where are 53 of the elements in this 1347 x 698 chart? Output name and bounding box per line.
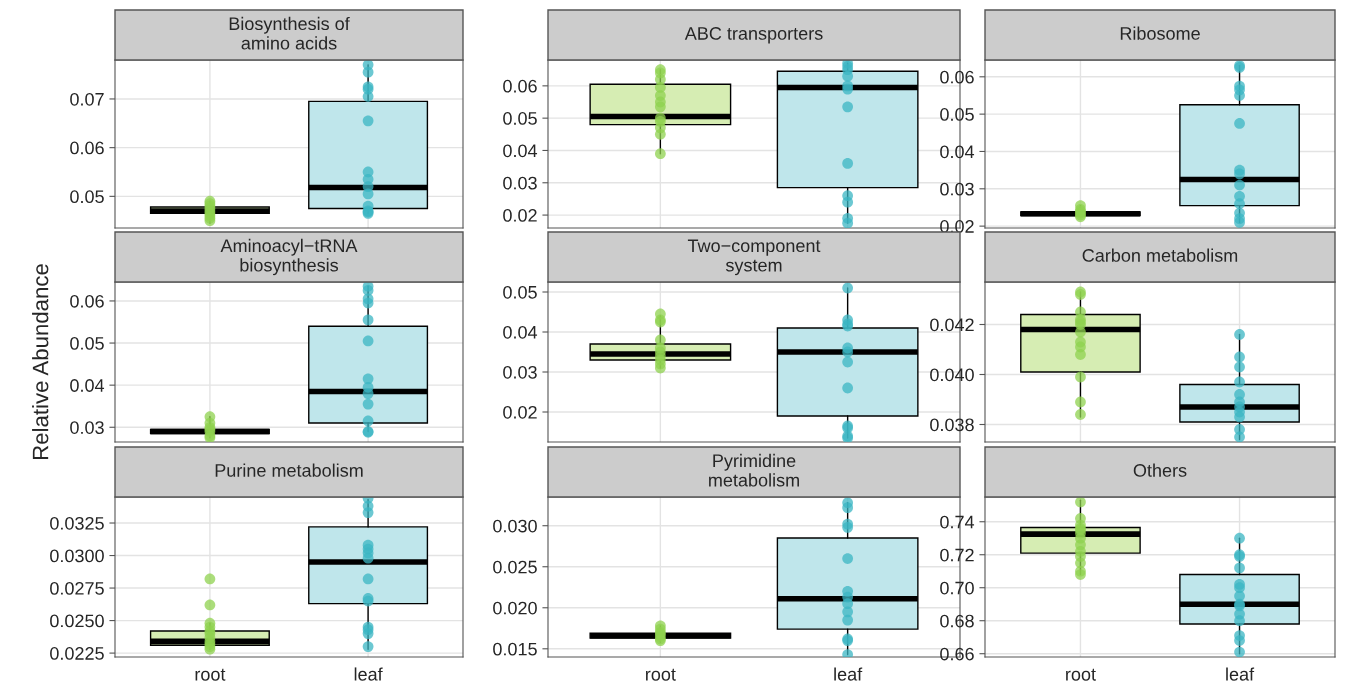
y-tick-label: 0.0325	[50, 516, 104, 530]
y-tick-label: 0.040	[930, 368, 974, 382]
y-tick-label: 0.03	[503, 176, 537, 190]
y-tick-label: 0.03	[503, 365, 537, 379]
y-tick-label: 0.04	[503, 144, 538, 158]
x-tick-label: leaf	[834, 667, 863, 681]
y-tick-label: 0.04	[503, 325, 538, 339]
chart-title: Biosynthesis of amino acids	[229, 16, 350, 50]
y-axis-title: Relative Abundance	[32, 264, 49, 460]
chart-title: Others	[1133, 463, 1187, 477]
chart-title: Carbon metabolism	[1082, 248, 1238, 262]
chart-title: Purine metabolism	[215, 463, 363, 477]
y-tick-label: 0.0250	[50, 614, 104, 628]
y-tick-label: 0.06	[940, 70, 974, 84]
y-tick-label: 0.03	[940, 182, 974, 196]
y-tick-label: 0.030	[493, 519, 537, 533]
x-tick-label: root	[195, 668, 226, 681]
y-tick-label: 0.015	[493, 642, 537, 656]
y-tick-label: 0.66	[940, 647, 974, 661]
chart-title: Aminoacyl−tRNA biosynthesis	[220, 238, 358, 276]
y-tick-label: 0.04	[940, 145, 975, 159]
y-tick-label: 0.042	[930, 318, 974, 332]
y-tick-label: 0.0300	[50, 549, 104, 563]
x-tick-label: root	[646, 668, 676, 681]
y-tick-label: 0.06	[70, 141, 104, 155]
y-tick-label: 0.06	[70, 294, 104, 308]
x-tick-label: leaf	[1226, 667, 1255, 681]
chart-title: Ribosome	[1120, 26, 1200, 40]
y-tick-label: 0.02	[503, 209, 537, 222]
y-tick-label: 0.70	[940, 581, 974, 595]
x-tick-label: leaf	[354, 667, 383, 681]
y-tick-label: 0.038	[930, 418, 974, 432]
y-tick-label: 0.05	[70, 336, 104, 350]
y-tick-label: 0.05	[940, 108, 974, 121]
y-tick-label: 0.025	[493, 560, 537, 574]
y-tick-label: 0.02	[503, 405, 537, 419]
y-tick-label: 0.72	[940, 548, 974, 562]
y-tick-label: 0.0275	[50, 581, 104, 595]
y-tick-label: 0.05	[70, 190, 104, 204]
y-tick-label: 0.74	[940, 515, 975, 529]
y-tick-label: 0.06	[503, 79, 537, 93]
y-tick-label: 0.020	[493, 601, 537, 615]
y-tick-label: 0.03	[70, 421, 104, 434]
chart-title: Two−component system	[687, 239, 821, 276]
y-tick-label: 0.05	[503, 112, 537, 125]
y-tick-label: 0.05	[503, 285, 537, 299]
y-tick-label: 0.0225	[50, 647, 104, 660]
chart-title: Pyrimidine metabolism	[709, 453, 799, 487]
y-tick-label: 0.68	[940, 614, 974, 628]
y-tick-label: 0.07	[70, 92, 104, 106]
x-tick-label: root	[1066, 668, 1096, 681]
y-tick-label: 0.04	[70, 379, 105, 392]
chart-title: ABC transporters	[684, 27, 823, 44]
